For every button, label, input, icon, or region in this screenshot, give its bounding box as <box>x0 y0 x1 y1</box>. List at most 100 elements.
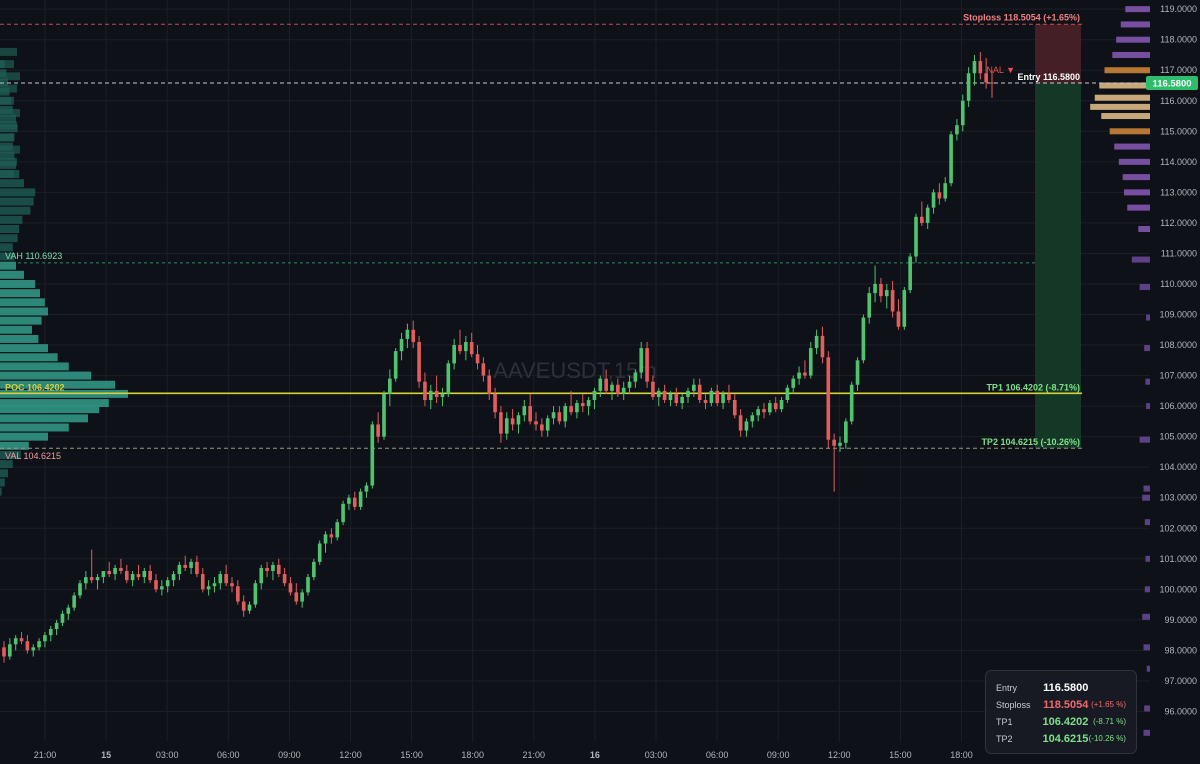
right-volume-profile-bar <box>1143 729 1150 736</box>
candle-body <box>504 418 509 434</box>
candle-body <box>814 335 819 349</box>
candle-body <box>791 378 796 388</box>
target-zone <box>1035 83 1081 449</box>
poc-label: POC 106.4202 <box>5 382 65 392</box>
right-volume-profile-bar <box>1094 94 1150 101</box>
candle-body <box>37 641 41 648</box>
candle-body <box>124 571 129 581</box>
y-tick-label: 106.0000 <box>1159 401 1197 411</box>
right-volume-profile-bar <box>1144 586 1150 593</box>
x-tick-label: 12:00 <box>828 750 851 760</box>
candle-body <box>54 622 59 630</box>
candle-body <box>715 390 720 404</box>
volume-profile-bar <box>0 197 34 206</box>
x-tick-label: 16 <box>590 750 600 760</box>
candle-body <box>206 586 211 590</box>
candle-body <box>265 567 269 572</box>
candle-body <box>218 574 223 584</box>
candle-body <box>639 348 644 373</box>
candle-body <box>370 424 375 486</box>
volume-profile-bar <box>0 108 20 117</box>
candle-body <box>312 561 316 578</box>
candle-body <box>826 357 831 440</box>
info-row-stoploss: Stoploss 118.5054 (+1.65 %) <box>996 696 1126 713</box>
right-volume-profile-bar <box>1142 613 1150 620</box>
volume-profile-bar <box>0 225 20 233</box>
volume-profile-bar <box>0 60 14 69</box>
candle-body <box>586 400 591 407</box>
candle-body <box>931 192 936 208</box>
info-row-entry: Entry 116.5800 <box>996 679 1126 696</box>
y-tick-label: 99.0000 <box>1164 615 1197 625</box>
signal-label: NAL ▼ <box>986 65 1015 75</box>
y-tick-label: 112.0000 <box>1160 218 1197 228</box>
candle-body <box>773 403 778 410</box>
y-tick-label: 103.0000 <box>1159 493 1197 503</box>
candle-body <box>113 567 117 575</box>
candle-body <box>148 571 152 581</box>
candle-body <box>884 290 889 297</box>
symbol-watermark: AAVEUSDT,15m <box>493 358 656 383</box>
candle-body <box>744 421 749 431</box>
candle-body <box>446 363 451 394</box>
volume-profile-bar <box>0 206 31 215</box>
candle-body <box>335 522 340 538</box>
volume-profile-bar <box>0 362 69 371</box>
candle-body <box>680 396 684 404</box>
candle-body <box>879 283 883 297</box>
volume-profile-bar <box>0 380 116 389</box>
right-volume-profile-bar <box>1144 705 1150 712</box>
candle-body <box>908 256 912 291</box>
candle-body <box>382 393 386 437</box>
candle-body <box>937 192 942 199</box>
info-tp1-value: 106.4202 <box>1042 715 1089 728</box>
right-volume-profile-bar <box>1143 485 1150 492</box>
candle-body <box>633 372 638 382</box>
candle-body <box>31 647 36 651</box>
candle-body <box>920 216 924 223</box>
candle-body <box>545 418 550 431</box>
info-row-tp1: TP1 106.4202 (-8.71 %) <box>996 713 1126 730</box>
info-entry-value: 116.5800 <box>1043 681 1089 694</box>
volume-profile-bar <box>0 487 2 496</box>
volume-profile-bar <box>0 115 16 124</box>
candle-body <box>797 372 801 379</box>
candle-body <box>259 567 264 584</box>
candle-body <box>762 409 766 413</box>
candle-body <box>534 421 538 425</box>
candle-body <box>627 381 632 388</box>
right-volume-profile-bar <box>1145 555 1150 562</box>
candle-body <box>785 387 790 401</box>
right-volume-profile-bar <box>1145 378 1150 385</box>
y-tick-label: 102.0000 <box>1159 523 1197 533</box>
right-volume-profile-bar <box>1138 226 1150 233</box>
info-stoploss-label: Stoploss <box>996 699 1031 710</box>
volume-profile-bar <box>0 84 17 93</box>
volume-profile-bar <box>0 78 8 87</box>
right-volume-profile-bar <box>1125 6 1150 13</box>
current-price-tag <box>1146 76 1198 91</box>
volume-profile-bar <box>0 405 100 414</box>
candle-body <box>89 577 94 581</box>
volume-profile-bar <box>0 469 8 478</box>
candle-body <box>820 335 825 358</box>
candle-body <box>732 400 737 416</box>
candle-body <box>417 341 421 382</box>
candle-body <box>171 574 176 581</box>
volume-profile-bar <box>0 399 109 408</box>
volume-profile-bar <box>0 215 23 224</box>
right-volume-profile-bar <box>1146 403 1150 410</box>
right-volume-profile-bar <box>1122 174 1150 181</box>
volume-profile-bar <box>0 316 42 325</box>
candle-body <box>645 348 649 382</box>
candle-body <box>984 73 988 83</box>
right-volume-profile-bar <box>1143 644 1150 651</box>
candle-body <box>966 73 971 101</box>
volume-profile-bar <box>0 145 20 154</box>
y-tick-label: 100.0000 <box>1159 584 1197 594</box>
candle-body <box>656 390 661 397</box>
y-tick-label: 113.0000 <box>1160 187 1197 197</box>
candle-body <box>668 393 673 401</box>
